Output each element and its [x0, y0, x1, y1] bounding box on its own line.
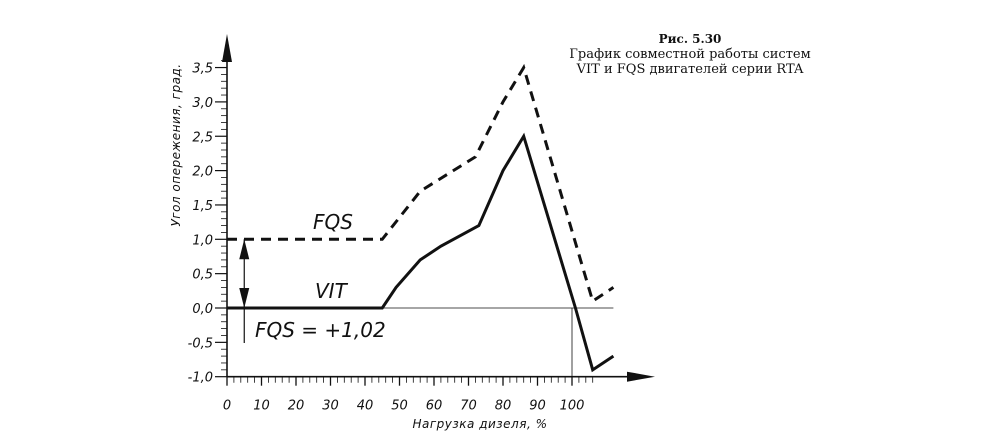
- y-axis-arrow: [222, 34, 232, 62]
- x-tick-label: 20: [288, 399, 305, 414]
- figure-number: Рис. 5.30: [658, 32, 722, 46]
- y-tick-label: 2,0: [192, 165, 213, 180]
- series: [227, 63, 615, 373]
- x-tick-label: 40: [357, 399, 374, 414]
- y-axis-title: Угол опережения, град.: [169, 63, 183, 226]
- dimension-arrow-up: [239, 239, 250, 260]
- figure-caption: Рис. 5.30 График совместной работы систе…: [540, 32, 840, 77]
- x-tick-label: 100: [560, 399, 585, 414]
- x-tick-label: 80: [495, 399, 512, 414]
- x-tick-label: 0: [223, 399, 231, 414]
- y-tick-label: 1,5: [192, 199, 213, 214]
- x-tick-label: 90: [529, 399, 546, 414]
- figure-title-line2: VIT и FQS двигателей серии RTA: [576, 62, 804, 77]
- y-tick-label: 0,0: [192, 302, 213, 317]
- y-tick-label: 3,5: [192, 62, 213, 77]
- x-tick-label: 30: [322, 399, 339, 414]
- series-label-fqs: FQS: [313, 210, 353, 234]
- y-tick-label: -0,5: [188, 336, 213, 351]
- figure-title-line1: График совместной работы систем: [569, 47, 811, 62]
- y-tick-label: 2,5: [192, 130, 213, 145]
- x-tick-label: 60: [426, 399, 443, 414]
- y-tick-label: 1,0: [192, 233, 213, 248]
- series-line-vit: [227, 132, 615, 373]
- x-axis-title: Нагрузка дизеля, %: [413, 417, 548, 431]
- annotations: [239, 239, 250, 343]
- x-tick-label: 50: [391, 399, 408, 414]
- series-line-fqs: [227, 63, 615, 304]
- y-tick-label: 0,5: [192, 268, 213, 283]
- x-tick-label: 10: [253, 399, 270, 414]
- ticks: 0 10 20 30 40 50 60 70 80 90 100 -1,0 -0,5 0,0 0,5 1,0 1…: [188, 60, 594, 414]
- dimension-arrow-down: [239, 288, 250, 308]
- y-tick-label: 3,0: [192, 96, 213, 111]
- series-label-vit: VIT: [315, 279, 349, 303]
- annotation-fqs-offset: FQS = +1,02: [255, 318, 386, 342]
- x-tick-label: 70: [460, 399, 477, 414]
- y-tick-label: -1,0: [188, 371, 213, 386]
- x-axis-arrow: [627, 371, 655, 382]
